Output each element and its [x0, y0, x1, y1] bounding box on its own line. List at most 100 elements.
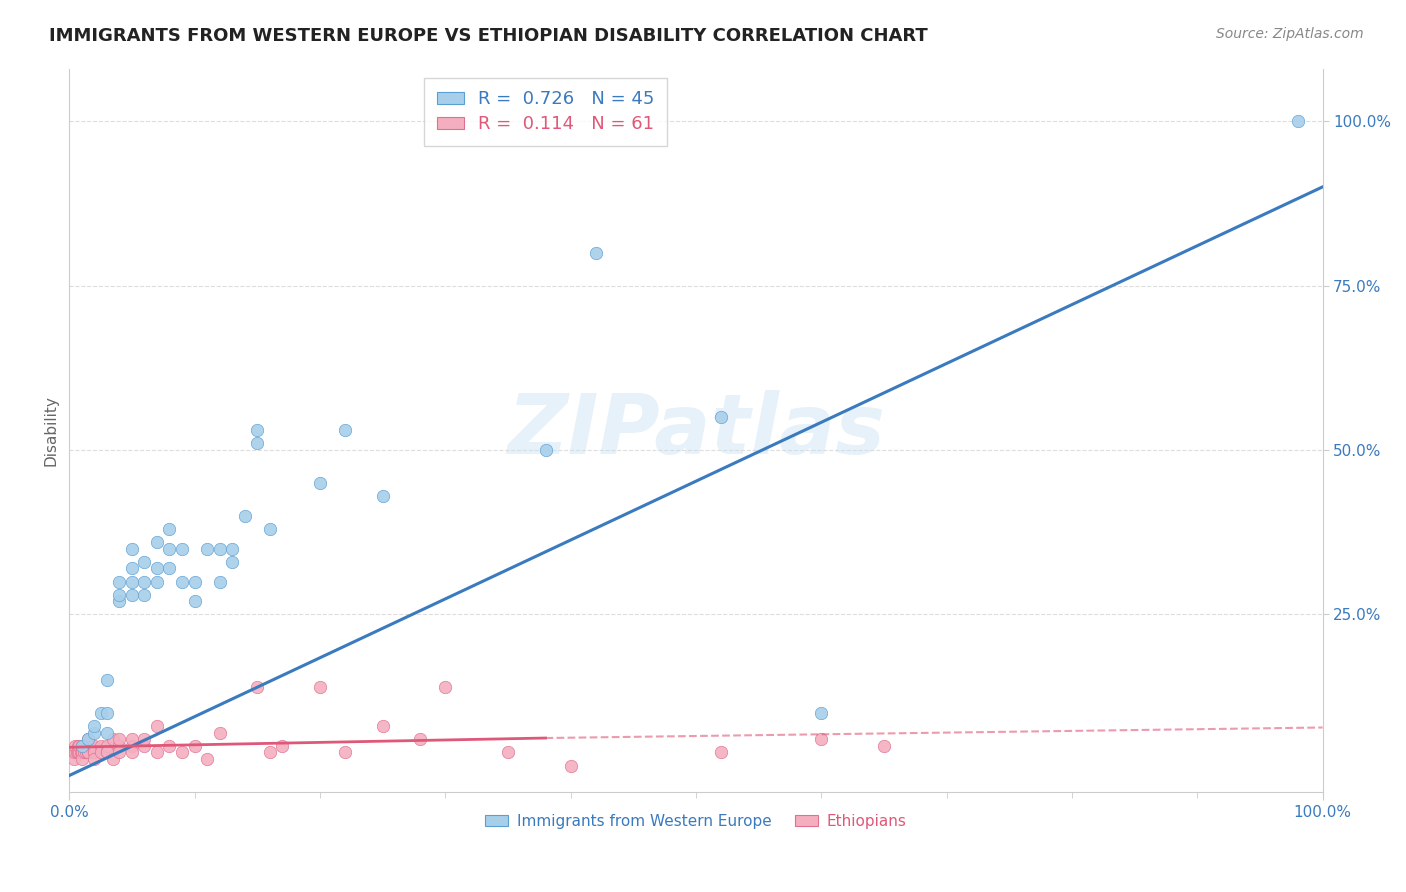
- Y-axis label: Disability: Disability: [44, 395, 58, 466]
- Legend: Immigrants from Western Europe, Ethiopians: Immigrants from Western Europe, Ethiopia…: [479, 808, 912, 835]
- Point: [90, 746, 112, 760]
- Point: [108, 588, 131, 602]
- Point: [134, 588, 156, 602]
- Point: [66, 739, 89, 753]
- Text: ZIPatlas: ZIPatlas: [508, 390, 884, 471]
- Point: [233, 508, 256, 523]
- Point: [146, 561, 169, 575]
- Point: [66, 746, 89, 760]
- Point: [70, 746, 93, 760]
- Point: [183, 739, 205, 753]
- Point: [134, 555, 156, 569]
- Point: [1286, 114, 1309, 128]
- Point: [69, 746, 91, 760]
- Point: [83, 746, 105, 760]
- Point: [710, 410, 733, 425]
- Point: [66, 746, 89, 760]
- Point: [208, 541, 231, 556]
- Point: [810, 706, 832, 720]
- Point: [371, 489, 394, 503]
- Point: [873, 739, 896, 753]
- Point: [108, 594, 131, 608]
- Point: [62, 746, 84, 760]
- Point: [208, 574, 231, 589]
- Point: [121, 561, 143, 575]
- Point: [108, 739, 131, 753]
- Point: [309, 475, 332, 490]
- Point: [90, 739, 112, 753]
- Text: IMMIGRANTS FROM WESTERN EUROPE VS ETHIOPIAN DISABILITY CORRELATION CHART: IMMIGRANTS FROM WESTERN EUROPE VS ETHIOP…: [49, 27, 928, 45]
- Point: [208, 725, 231, 739]
- Point: [121, 574, 143, 589]
- Point: [96, 746, 118, 760]
- Point: [246, 436, 269, 450]
- Point: [90, 706, 112, 720]
- Point: [271, 739, 294, 753]
- Point: [77, 732, 100, 747]
- Point: [371, 719, 394, 733]
- Point: [170, 541, 193, 556]
- Point: [146, 535, 169, 549]
- Point: [70, 746, 93, 760]
- Point: [101, 752, 124, 766]
- Point: [496, 746, 519, 760]
- Point: [77, 746, 100, 760]
- Point: [221, 555, 243, 569]
- Point: [434, 680, 457, 694]
- Point: [101, 732, 124, 747]
- Point: [77, 746, 100, 760]
- Point: [121, 746, 143, 760]
- Point: [121, 739, 143, 753]
- Point: [108, 732, 131, 747]
- Point: [309, 680, 332, 694]
- Point: [108, 746, 131, 760]
- Point: [170, 746, 193, 760]
- Point: [195, 541, 218, 556]
- Point: [333, 746, 356, 760]
- Point: [60, 746, 83, 760]
- Point: [134, 574, 156, 589]
- Point: [183, 574, 205, 589]
- Point: [134, 732, 156, 747]
- Point: [96, 746, 118, 760]
- Point: [183, 594, 205, 608]
- Point: [73, 739, 96, 753]
- Point: [121, 732, 143, 747]
- Point: [96, 725, 118, 739]
- Point: [134, 739, 156, 753]
- Point: [83, 752, 105, 766]
- Point: [246, 423, 269, 437]
- Point: [96, 673, 118, 688]
- Point: [159, 522, 181, 536]
- Point: [70, 739, 93, 753]
- Point: [170, 574, 193, 589]
- Point: [65, 746, 87, 760]
- Point: [409, 732, 432, 747]
- Point: [534, 442, 557, 457]
- Point: [77, 739, 100, 753]
- Point: [560, 758, 582, 772]
- Point: [146, 719, 169, 733]
- Point: [83, 739, 105, 753]
- Point: [159, 541, 181, 556]
- Point: [83, 719, 105, 733]
- Point: [146, 574, 169, 589]
- Point: [96, 706, 118, 720]
- Text: Source: ZipAtlas.com: Source: ZipAtlas.com: [1216, 27, 1364, 41]
- Point: [159, 561, 181, 575]
- Point: [121, 541, 143, 556]
- Point: [65, 739, 87, 753]
- Point: [259, 746, 281, 760]
- Point: [83, 746, 105, 760]
- Point: [73, 746, 96, 760]
- Point: [246, 680, 269, 694]
- Point: [96, 739, 118, 753]
- Point: [810, 732, 832, 747]
- Point: [333, 423, 356, 437]
- Point: [70, 752, 93, 766]
- Point: [159, 739, 181, 753]
- Point: [195, 752, 218, 766]
- Point: [70, 739, 93, 753]
- Point: [63, 752, 86, 766]
- Point: [67, 739, 90, 753]
